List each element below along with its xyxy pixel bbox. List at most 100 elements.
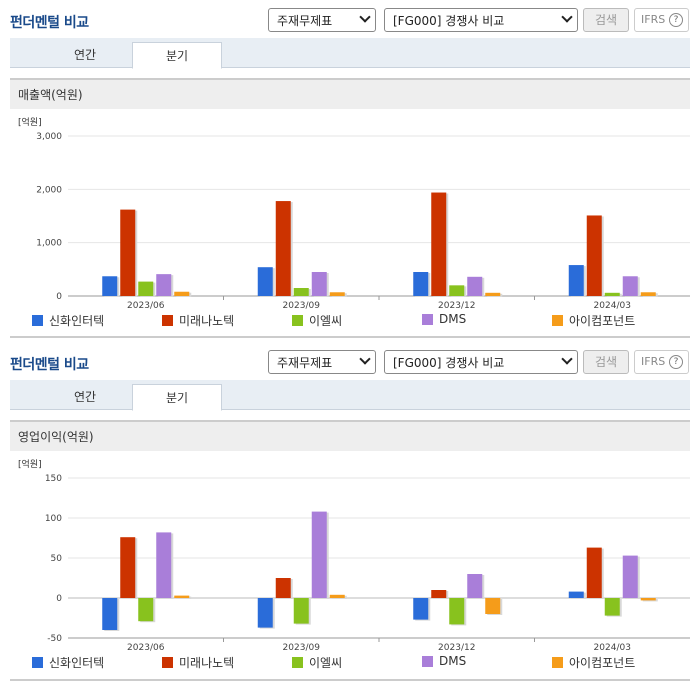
- section-title: 매출액(억원): [10, 78, 690, 109]
- operating-income-chart: [억원] -50 0 50 100 150 2023/06 2023/09 2023/12 202…: [10, 454, 690, 680]
- legend-item[interactable]: 이엘씨: [292, 312, 342, 329]
- legend-item[interactable]: 아이컴포넌트: [552, 654, 635, 671]
- legend-item[interactable]: 미래나노텍: [162, 312, 234, 329]
- legend-swatch: [552, 657, 563, 668]
- legend-item[interactable]: DMS: [422, 312, 466, 326]
- ifrs-label: IFRS: [641, 13, 666, 26]
- ifrs-button[interactable]: IFRS ?: [634, 8, 689, 32]
- bar: [293, 288, 309, 296]
- y-tick-label: 0: [56, 292, 62, 302]
- legend-label: 이엘씨: [309, 656, 343, 670]
- legend-swatch: [292, 315, 303, 326]
- y-tick-label: 100: [45, 514, 62, 524]
- y-tick-label: 150: [45, 474, 62, 484]
- y-tick-label: 2,000: [36, 185, 62, 195]
- bar: [449, 598, 465, 625]
- bar: [467, 574, 483, 598]
- bar: [640, 292, 656, 296]
- peer-group-select[interactable]: [FG000] 경쟁사 비교: [384, 350, 578, 374]
- legend-item[interactable]: 미래나노텍: [162, 654, 234, 671]
- help-icon[interactable]: ?: [669, 13, 683, 27]
- divider: [10, 679, 690, 681]
- bar: [102, 598, 118, 630]
- legend-swatch: [32, 657, 43, 668]
- revenue-chart: [억원] 0 1,000 2,000 3,000 2023/06 2023/09 2023/1…: [10, 112, 690, 338]
- legend-label: 아이컴포넌트: [569, 656, 636, 670]
- legend-swatch: [162, 315, 173, 326]
- x-tick-label: 2023/06: [127, 301, 165, 311]
- chart-legend: 신화인터텍 미래나노텍 이엘씨 DMS 아이컴포넌트: [10, 654, 690, 672]
- bar: [275, 578, 291, 598]
- legend-label: 신화인터텍: [49, 314, 105, 328]
- legend-swatch: [32, 315, 43, 326]
- panel-header: 펀더멘털 비교 주재무제표 [FG000] 경쟁사 비교 검색 IFRS ?: [10, 6, 690, 36]
- bar: [586, 547, 602, 598]
- legend-item[interactable]: 신화인터텍: [32, 312, 104, 329]
- chevron-down-icon: [359, 353, 371, 365]
- fundamental-panel-revenue: 펀더멘털 비교 주재무제표 [FG000] 경쟁사 비교 검색 IFRS ? 연…: [0, 0, 696, 340]
- peer-group-value: [FG000] 경쟁사 비교: [393, 14, 505, 28]
- bar: [257, 267, 273, 296]
- bar: [311, 511, 327, 598]
- bar: [156, 532, 172, 598]
- bar: [138, 281, 154, 296]
- tab-quarterly[interactable]: 분기: [132, 42, 222, 69]
- legend-swatch: [292, 657, 303, 668]
- bar: [622, 276, 638, 296]
- legend-item[interactable]: 신화인터텍: [32, 654, 104, 671]
- bar: [257, 598, 273, 628]
- bar: [431, 192, 447, 296]
- legend-label: 미래나노텍: [179, 314, 235, 328]
- bar: [174, 291, 190, 296]
- statement-type-value: 주재무제표: [277, 14, 333, 28]
- x-tick-label: 2023/12: [438, 643, 475, 653]
- bar: [485, 292, 501, 296]
- bar: [120, 537, 136, 598]
- y-tick-label: 0: [56, 594, 62, 604]
- legend-label: 미래나노텍: [179, 656, 235, 670]
- legend-swatch: [422, 655, 433, 667]
- y-tick-label: 50: [51, 554, 63, 564]
- bar: [640, 598, 656, 601]
- statement-type-value: 주재무제표: [277, 356, 333, 370]
- period-tabs: 연간 분기: [10, 38, 690, 69]
- bar: [293, 598, 309, 624]
- bar: [586, 215, 602, 296]
- y-unit-label: [억원]: [18, 458, 42, 470]
- chevron-down-icon: [561, 11, 573, 23]
- period-tabs: 연간 분기: [10, 380, 690, 411]
- bar: [604, 292, 620, 296]
- bar: [568, 591, 584, 598]
- statement-type-select[interactable]: 주재무제표: [268, 350, 376, 374]
- chart-legend: 신화인터텍 미래나노텍 이엘씨 DMS 아이컴포넌트: [10, 312, 690, 330]
- x-tick-label: 2024/03: [594, 643, 631, 653]
- ifrs-button[interactable]: IFRS ?: [634, 350, 689, 374]
- statement-type-select[interactable]: 주재무제표: [268, 8, 376, 32]
- tab-quarterly[interactable]: 분기: [132, 384, 222, 411]
- legend-item[interactable]: 아이컴포넌트: [552, 312, 635, 329]
- legend-label: 신화인터텍: [49, 656, 105, 670]
- peer-group-select[interactable]: [FG000] 경쟁사 비교: [384, 8, 578, 32]
- bar: [467, 276, 483, 296]
- bar: [120, 209, 136, 296]
- chevron-down-icon: [359, 11, 371, 23]
- search-button[interactable]: 검색: [583, 350, 629, 374]
- fundamental-panel-operating-income: 펀더멘털 비교 주재무제표 [FG000] 경쟁사 비교 검색 IFRS ? 연…: [0, 342, 696, 684]
- tab-annual[interactable]: 연간: [73, 390, 97, 404]
- legend-item[interactable]: DMS: [422, 654, 466, 668]
- legend-label: 이엘씨: [309, 314, 343, 328]
- bar: [138, 598, 154, 622]
- panel-header: 펀더멘털 비교 주재무제표 [FG000] 경쟁사 비교 검색 IFRS ?: [10, 348, 690, 378]
- legend-swatch: [552, 315, 563, 326]
- section-title: 영업이익(억원): [10, 420, 690, 451]
- bar: [174, 595, 190, 598]
- x-tick-label: 2023/06: [127, 643, 165, 653]
- y-tick-label: 3,000: [36, 132, 62, 142]
- help-icon[interactable]: ?: [669, 355, 683, 369]
- peer-group-value: [FG000] 경쟁사 비교: [393, 356, 505, 370]
- tab-annual[interactable]: 연간: [73, 48, 97, 62]
- bar: [485, 598, 501, 614]
- search-button[interactable]: 검색: [583, 8, 629, 32]
- legend-item[interactable]: 이엘씨: [292, 654, 342, 671]
- x-tick-label: 2024/03: [594, 301, 631, 311]
